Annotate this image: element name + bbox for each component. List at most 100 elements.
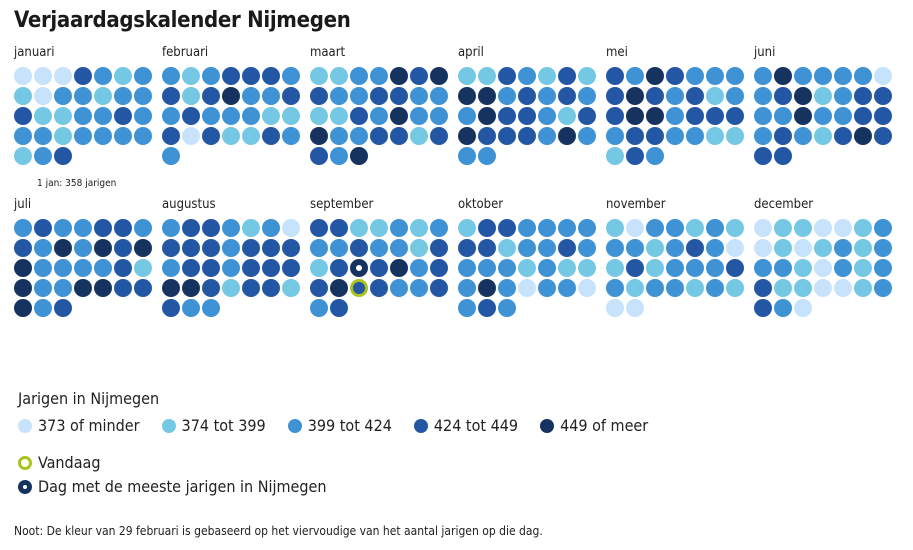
day-dot[interactable] (666, 259, 684, 277)
day-dot[interactable] (834, 87, 852, 105)
day-dot[interactable] (390, 259, 408, 277)
day-dot[interactable] (518, 259, 536, 277)
day-dot[interactable] (162, 299, 180, 317)
day-dot[interactable] (814, 259, 832, 277)
day-dot[interactable] (498, 279, 516, 297)
day-dot[interactable] (538, 127, 556, 145)
day-dot[interactable] (222, 279, 240, 297)
day-dot[interactable] (14, 127, 32, 145)
day-dot[interactable] (666, 67, 684, 85)
day-dot[interactable] (874, 219, 892, 237)
day-dot[interactable] (54, 219, 72, 237)
day-dot[interactable] (162, 87, 180, 105)
day-dot[interactable] (94, 87, 112, 105)
day-dot[interactable] (370, 239, 388, 257)
day-dot[interactable] (774, 279, 792, 297)
day-dot[interactable] (814, 107, 832, 125)
day-dot[interactable] (666, 219, 684, 237)
day-dot[interactable] (538, 279, 556, 297)
day-dot[interactable] (74, 87, 92, 105)
day-dot[interactable] (114, 259, 132, 277)
day-dot[interactable] (430, 219, 448, 237)
day-dot[interactable] (646, 239, 664, 257)
day-dot[interactable] (34, 67, 52, 85)
day-dot[interactable] (410, 219, 428, 237)
day-dot[interactable] (34, 279, 52, 297)
day-dot[interactable] (182, 67, 200, 85)
day-dot[interactable] (370, 279, 388, 297)
day-dot[interactable] (854, 239, 872, 257)
day-dot[interactable] (350, 147, 368, 165)
day-dot[interactable] (498, 239, 516, 257)
day-dot[interactable] (606, 219, 624, 237)
day-dot[interactable] (558, 107, 576, 125)
day-dot[interactable] (754, 87, 772, 105)
day-dot[interactable] (34, 127, 52, 145)
day-dot[interactable] (390, 219, 408, 237)
day-dot[interactable] (854, 219, 872, 237)
day-dot[interactable] (14, 147, 32, 165)
day-dot[interactable] (606, 147, 624, 165)
day-dot[interactable] (874, 279, 892, 297)
day-dot[interactable] (626, 239, 644, 257)
day-dot[interactable] (726, 127, 744, 145)
day-dot[interactable] (606, 127, 624, 145)
day-dot[interactable] (726, 239, 744, 257)
day-dot[interactable] (242, 239, 260, 257)
day-dot[interactable] (282, 87, 300, 105)
day-dot[interactable] (794, 127, 812, 145)
day-dot[interactable] (282, 239, 300, 257)
day-dot[interactable] (14, 299, 32, 317)
day-dot[interactable] (606, 107, 624, 125)
day-dot[interactable] (686, 259, 704, 277)
day-dot[interactable] (330, 67, 348, 85)
day-dot[interactable] (558, 279, 576, 297)
day-dot[interactable] (518, 127, 536, 145)
day-dot[interactable] (310, 259, 328, 277)
day-dot[interactable] (626, 67, 644, 85)
day-dot[interactable] (330, 259, 348, 277)
day-dot[interactable] (410, 107, 428, 125)
day-dot[interactable] (626, 299, 644, 317)
day-dot[interactable] (202, 239, 220, 257)
day-dot[interactable] (114, 107, 132, 125)
day-dot[interactable] (578, 239, 596, 257)
day-dot[interactable] (262, 239, 280, 257)
day-dot[interactable] (94, 67, 112, 85)
day-dot[interactable] (666, 87, 684, 105)
day-dot[interactable] (518, 67, 536, 85)
day-dot[interactable] (94, 239, 112, 257)
day-dot[interactable] (666, 239, 684, 257)
day-dot[interactable] (370, 67, 388, 85)
day-dot[interactable] (282, 259, 300, 277)
day-dot[interactable] (162, 259, 180, 277)
day-dot[interactable] (814, 87, 832, 105)
day-dot[interactable] (430, 239, 448, 257)
day-dot[interactable] (754, 147, 772, 165)
day-dot[interactable] (350, 239, 368, 257)
day-dot[interactable] (606, 279, 624, 297)
day-dot[interactable] (606, 299, 624, 317)
day-dot[interactable] (686, 219, 704, 237)
day-dot[interactable] (182, 127, 200, 145)
day-dot[interactable] (330, 107, 348, 125)
day-dot[interactable] (686, 87, 704, 105)
day-dot[interactable] (874, 87, 892, 105)
day-dot[interactable] (754, 259, 772, 277)
day-dot[interactable] (458, 239, 476, 257)
day-dot[interactable] (74, 127, 92, 145)
day-dot[interactable] (242, 127, 260, 145)
day-dot[interactable] (34, 299, 52, 317)
day-dot[interactable] (222, 239, 240, 257)
day-dot[interactable] (182, 259, 200, 277)
day-dot[interactable] (478, 279, 496, 297)
day-dot[interactable] (538, 67, 556, 85)
day-dot[interactable] (558, 219, 576, 237)
day-dot[interactable] (114, 239, 132, 257)
day-dot[interactable] (134, 127, 152, 145)
day-dot[interactable] (14, 239, 32, 257)
day-dot[interactable] (34, 219, 52, 237)
day-dot[interactable] (754, 299, 772, 317)
day-dot[interactable] (458, 67, 476, 85)
day-dot[interactable] (578, 219, 596, 237)
